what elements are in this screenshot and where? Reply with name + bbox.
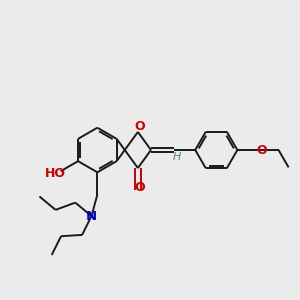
Text: O: O	[134, 120, 145, 133]
Text: O: O	[134, 181, 145, 194]
Text: N: N	[86, 210, 97, 223]
Text: O: O	[256, 143, 267, 157]
Text: HO: HO	[45, 167, 66, 181]
Text: H: H	[173, 152, 182, 162]
